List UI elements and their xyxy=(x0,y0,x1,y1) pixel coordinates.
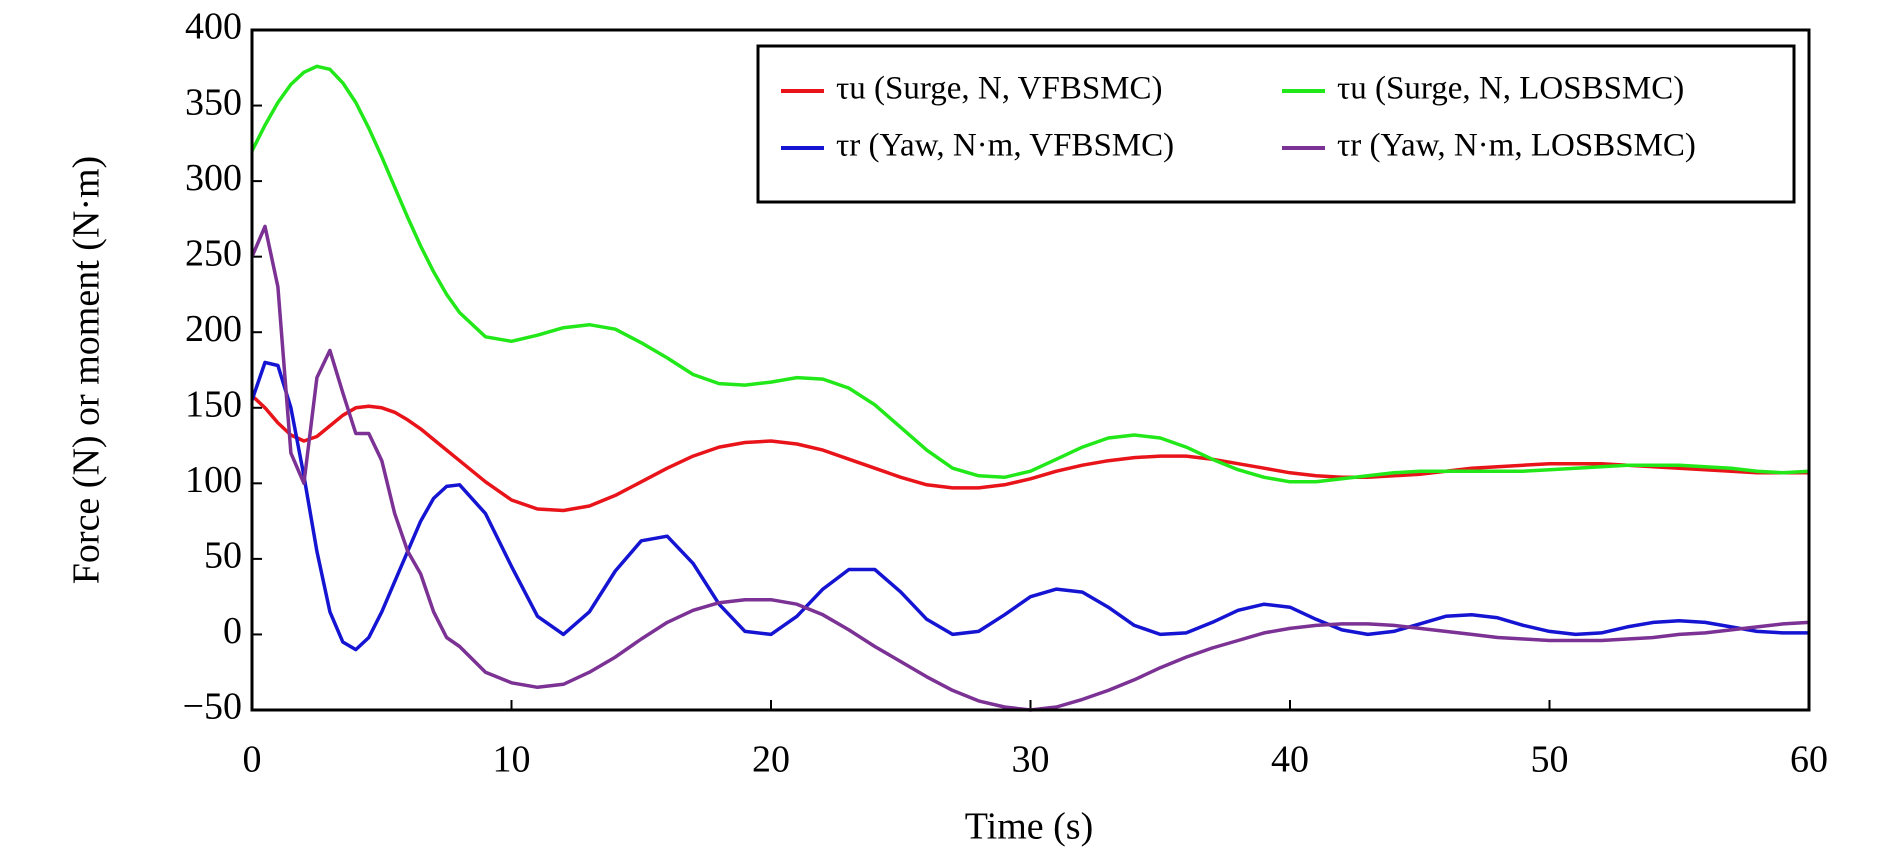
series-line xyxy=(250,224,1810,712)
y-tick-label: −50 xyxy=(183,686,242,728)
y-tick-label: 50 xyxy=(204,535,242,577)
x-tick-label: 10 xyxy=(493,739,531,781)
y-tick-label: 400 xyxy=(185,6,242,48)
x-tick-label: 30 xyxy=(1012,739,1050,781)
y-tick-label: 250 xyxy=(185,232,242,274)
y-tick-label: 150 xyxy=(185,383,242,425)
legend-label: τr (Yaw, N·m, LOSBSMC) xyxy=(1337,128,1696,164)
y-tick-label: 100 xyxy=(185,459,242,501)
legend-label: τr (Yaw, N·m, VFBSMC) xyxy=(836,128,1174,164)
y-tick-label: 350 xyxy=(185,81,242,123)
plot-frame xyxy=(250,28,1811,712)
y-tick-label: 200 xyxy=(185,308,242,350)
x-tick-label: 60 xyxy=(1790,739,1828,781)
x-tick-label: 0 xyxy=(243,739,262,781)
legend-label: τu (Surge, N, VFBSMC) xyxy=(836,71,1163,107)
series-line xyxy=(250,64,1810,484)
y-tick-label: 300 xyxy=(185,157,242,199)
x-tick-label: 50 xyxy=(1531,739,1569,781)
series-line xyxy=(250,360,1809,652)
series-line xyxy=(250,394,1809,513)
x-axis-label: Time (s) xyxy=(965,806,1093,848)
legend-label: τu (Surge, N, LOSBSMC) xyxy=(1337,71,1684,107)
x-tick-label: 20 xyxy=(752,739,790,781)
y-axis-label: Force (N) or moment (N·m) xyxy=(66,156,108,584)
legend-box xyxy=(756,44,1796,204)
y-tick-label: 0 xyxy=(223,610,242,652)
x-tick-label: 40 xyxy=(1271,739,1309,781)
